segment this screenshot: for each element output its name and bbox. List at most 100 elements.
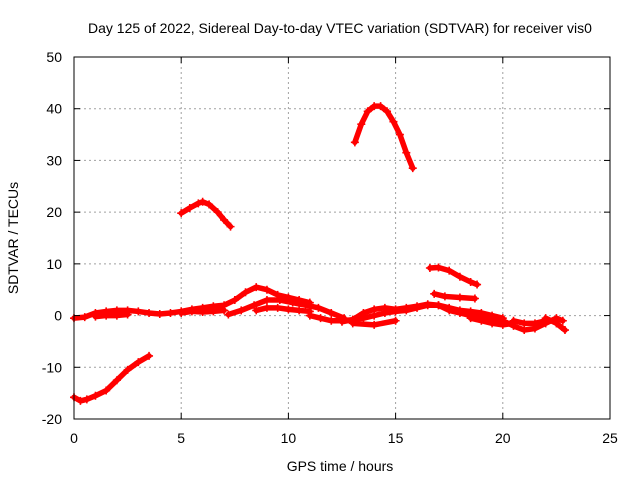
- data-point: [112, 376, 121, 385]
- data-point: [273, 303, 282, 312]
- series-trace: [178, 199, 234, 230]
- data-point: [327, 308, 336, 317]
- data-point: [112, 311, 121, 320]
- data-point: [380, 303, 389, 312]
- series-arc-13: [348, 316, 400, 329]
- data-point: [520, 326, 529, 335]
- data-point: [252, 306, 261, 315]
- data-point: [348, 319, 357, 328]
- data-point: [213, 208, 222, 217]
- data-point: [262, 285, 271, 294]
- grid: [74, 57, 610, 419]
- data-point: [177, 308, 186, 317]
- x-tick-label: 10: [281, 430, 297, 446]
- y-tick-label: 40: [46, 101, 62, 117]
- data-point: [76, 396, 85, 405]
- data-point: [226, 222, 235, 231]
- y-tick-label: -20: [42, 411, 62, 427]
- data-point: [363, 107, 372, 116]
- data-point: [560, 326, 569, 335]
- data-point: [470, 294, 479, 303]
- data-point: [423, 300, 432, 309]
- plot-frame: [73, 56, 611, 420]
- x-tick-label: 15: [388, 430, 404, 446]
- y-tick-label: 10: [46, 256, 62, 272]
- data-point: [220, 306, 229, 315]
- data-point: [359, 308, 368, 317]
- data-point: [275, 296, 284, 305]
- data-point: [445, 266, 454, 275]
- data-point: [477, 316, 486, 325]
- series-arc-15: [498, 314, 567, 335]
- series-trace: [92, 311, 131, 320]
- series-arc-2: [177, 197, 235, 231]
- data-points: [70, 102, 569, 405]
- series-trace: [225, 297, 347, 321]
- data-point: [541, 314, 550, 323]
- series-arc-7: [91, 310, 132, 321]
- data-point: [224, 310, 233, 319]
- data-point: [402, 148, 411, 157]
- data-point: [434, 301, 443, 310]
- data-point: [288, 298, 297, 307]
- data-point: [250, 301, 259, 310]
- data-point: [185, 204, 194, 213]
- data-point: [194, 199, 203, 208]
- tick-labels: 0 5 10 15 20 25 -20 -10 0 10 20 30 40 50: [42, 49, 618, 446]
- data-point: [509, 316, 518, 325]
- data-point: [434, 263, 443, 272]
- data-point: [473, 280, 482, 289]
- data-point: [350, 138, 359, 147]
- data-point: [445, 306, 454, 315]
- series-arc-9: [224, 296, 349, 323]
- data-point: [498, 316, 507, 325]
- data-point: [177, 209, 186, 218]
- series-arc-1: [70, 351, 154, 405]
- data-point: [430, 289, 439, 298]
- data-point: [102, 386, 111, 395]
- data-point: [102, 311, 111, 320]
- y-tick-label: 0: [54, 308, 62, 324]
- data-point: [357, 120, 366, 129]
- y-tick-label: 50: [46, 49, 62, 65]
- data-point: [316, 314, 325, 323]
- series-arc-17: [541, 314, 569, 335]
- data-point: [252, 283, 261, 292]
- y-tick-label: 30: [46, 152, 62, 168]
- x-axis-label: GPS time / hours: [287, 458, 394, 474]
- y-tick-label: 20: [46, 204, 62, 220]
- data-point: [455, 293, 464, 302]
- data-point: [413, 302, 422, 311]
- data-point: [530, 319, 539, 328]
- data-point: [82, 395, 91, 404]
- data-point: [558, 316, 567, 325]
- data-point: [220, 215, 229, 224]
- series-arc-10: [252, 303, 314, 316]
- data-point: [241, 288, 250, 297]
- data-point: [395, 130, 404, 139]
- data-point: [520, 319, 529, 328]
- data-point: [391, 305, 400, 314]
- data-point: [198, 197, 207, 206]
- data-point: [262, 303, 271, 312]
- data-point: [466, 277, 475, 286]
- data-point: [91, 391, 100, 400]
- data-point: [376, 102, 385, 111]
- data-point: [187, 307, 196, 316]
- series-trace: [339, 301, 506, 325]
- data-point: [262, 296, 271, 305]
- data-point: [327, 316, 336, 325]
- data-point: [284, 305, 293, 314]
- data-point: [230, 296, 239, 305]
- y-axis-label: SDTVAR / TECUs: [5, 182, 21, 294]
- x-tick-label: 20: [495, 430, 511, 446]
- data-point: [155, 310, 164, 319]
- data-point: [389, 117, 398, 126]
- series-arc-5: [430, 289, 479, 303]
- data-point: [145, 351, 154, 360]
- series-arc-3: [350, 102, 417, 173]
- data-point: [145, 308, 154, 317]
- data-point: [455, 308, 464, 317]
- data-point: [408, 164, 417, 173]
